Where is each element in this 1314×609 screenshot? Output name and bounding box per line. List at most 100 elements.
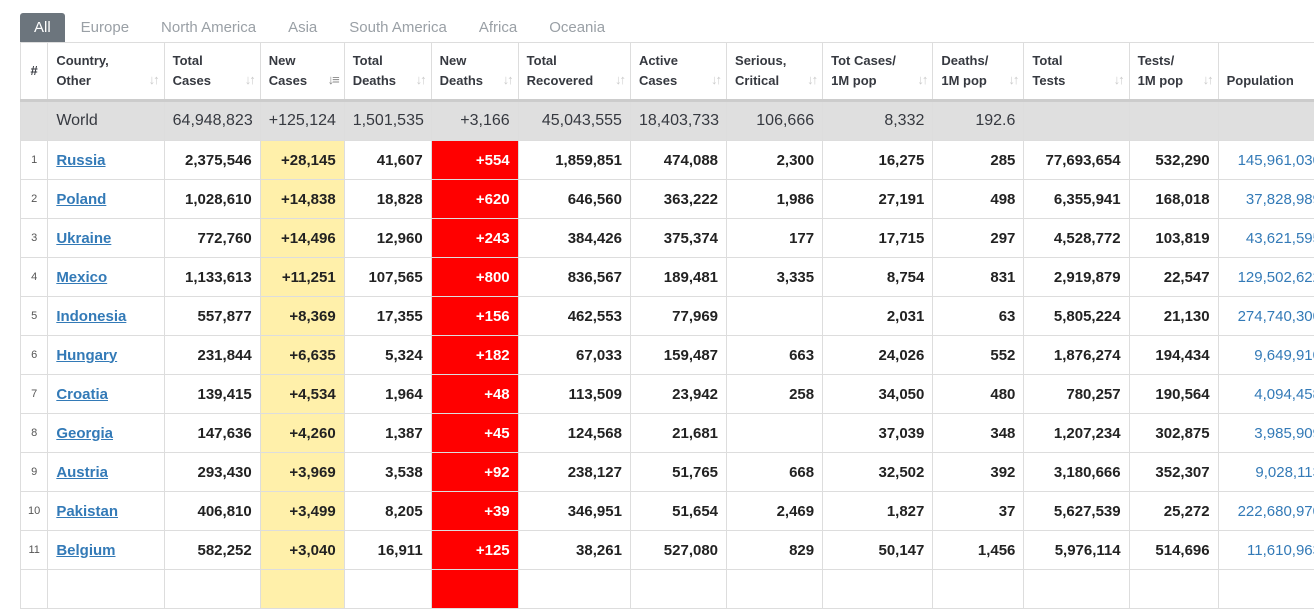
cell-active-cases: 159,487 bbox=[630, 336, 726, 375]
cell-serious-critical: 1,986 bbox=[727, 180, 823, 219]
tab-oceania[interactable]: Oceania bbox=[533, 13, 621, 42]
sort-icon[interactable]: ↓↑ bbox=[149, 70, 158, 90]
cell-population: 129,502,622 bbox=[1218, 258, 1314, 297]
cell-serious-critical: 668 bbox=[727, 453, 823, 492]
country-link[interactable]: Croatia bbox=[56, 386, 108, 403]
column-header-serious-critical[interactable]: Serious,Critical↓↑ bbox=[727, 43, 823, 101]
sort-icon[interactable]: ↓↑ bbox=[917, 70, 926, 90]
cell-rank: 9 bbox=[21, 453, 48, 492]
cell-rank: 8 bbox=[21, 414, 48, 453]
header-line1: New bbox=[269, 53, 296, 68]
header-line1: Country, bbox=[56, 53, 108, 68]
country-link[interactable]: Indonesia bbox=[56, 308, 126, 325]
country-link[interactable]: Russia bbox=[56, 152, 105, 169]
sort-icon[interactable]: ↓↑ bbox=[503, 70, 512, 90]
tab-asia[interactable]: Asia bbox=[272, 13, 333, 42]
cell-total-tests: 5,627,539 bbox=[1024, 492, 1129, 531]
cell-country: Croatia bbox=[48, 375, 164, 414]
sort-icon[interactable]: ↓↑ bbox=[615, 70, 624, 90]
cell-total-tests: 6,355,941 bbox=[1024, 180, 1129, 219]
cell-country: Indonesia bbox=[48, 297, 164, 336]
header-line1: Total bbox=[173, 53, 203, 68]
header-line2: 1M pop bbox=[831, 73, 877, 88]
header-line2: Deaths bbox=[440, 73, 483, 88]
cell-total-cases: 582,252 bbox=[164, 531, 260, 570]
cell-active-cases: 51,765 bbox=[630, 453, 726, 492]
country-link[interactable]: Belgium bbox=[56, 542, 115, 559]
cell-country: Hungary bbox=[48, 336, 164, 375]
cell-deaths-per-1m: 37 bbox=[933, 492, 1024, 531]
country-link[interactable]: Austria bbox=[56, 464, 108, 481]
cell-cases-per-1m: 24,026 bbox=[823, 336, 933, 375]
sort-icon[interactable]: ↓↑ bbox=[1114, 70, 1123, 90]
cell-total-cases: 557,877 bbox=[164, 297, 260, 336]
header-line1: Active bbox=[639, 53, 678, 68]
cell-new-cases: +3,499 bbox=[260, 492, 344, 531]
cell-new-deaths: +125 bbox=[431, 531, 518, 570]
country-link[interactable]: Hungary bbox=[56, 347, 117, 364]
cell-population: 11,610,963 bbox=[1218, 531, 1314, 570]
header-line2: Population bbox=[1227, 73, 1294, 88]
cell-rank: 5 bbox=[21, 297, 48, 336]
cell-empty bbox=[823, 570, 933, 609]
tab-north-america[interactable]: North America bbox=[145, 13, 272, 42]
cell-empty bbox=[260, 570, 344, 609]
tab-africa[interactable]: Africa bbox=[463, 13, 533, 42]
cell-total-tests bbox=[1024, 101, 1129, 141]
column-header-deaths-per-1m[interactable]: Deaths/1M pop ↓↑ bbox=[933, 43, 1024, 101]
country-link[interactable]: Ukraine bbox=[56, 230, 111, 247]
header-line1: Deaths/ bbox=[941, 53, 988, 68]
cell-total-recovered: 836,567 bbox=[518, 258, 630, 297]
cell-total-cases: 64,948,823 bbox=[164, 101, 260, 141]
cell-total-tests: 1,876,274 bbox=[1024, 336, 1129, 375]
cell-total-tests: 780,257 bbox=[1024, 375, 1129, 414]
column-header-country[interactable]: Country,Other↓↑ bbox=[48, 43, 164, 101]
country-link[interactable]: Poland bbox=[56, 191, 106, 208]
cell-new-cases: +14,838 bbox=[260, 180, 344, 219]
header-line2: Recovered bbox=[527, 73, 593, 88]
column-header-tests-per-1m[interactable]: Tests/1M pop↓↑ bbox=[1129, 43, 1218, 101]
tab-all[interactable]: All bbox=[20, 13, 65, 42]
sort-icon[interactable]: ↓↑ bbox=[1203, 70, 1212, 90]
sort-icon[interactable]: ↓↑ bbox=[245, 70, 254, 90]
header-line1: Total bbox=[1032, 53, 1062, 68]
country-link[interactable]: Georgia bbox=[56, 425, 113, 442]
cell-population: 145,961,030 bbox=[1218, 141, 1314, 180]
cell-country: Georgia bbox=[48, 414, 164, 453]
sort-icon[interactable]: ↓↑ bbox=[416, 70, 425, 90]
column-header-cases-per-1m[interactable]: Tot Cases/1M pop↓↑ bbox=[823, 43, 933, 101]
header-line2: 1M pop bbox=[941, 73, 987, 88]
cell-tests-per-1m: 25,272 bbox=[1129, 492, 1218, 531]
sort-icon[interactable]: ↓↑ bbox=[807, 70, 816, 90]
country-link[interactable]: Pakistan bbox=[56, 503, 118, 520]
cell-total-cases: 772,760 bbox=[164, 219, 260, 258]
cell-total-recovered: 462,553 bbox=[518, 297, 630, 336]
cell-tests-per-1m: 532,290 bbox=[1129, 141, 1218, 180]
tab-europe[interactable]: Europe bbox=[65, 13, 145, 42]
tab-south-america[interactable]: South America bbox=[333, 13, 463, 42]
cell-deaths-per-1m: 297 bbox=[933, 219, 1024, 258]
sort-icon[interactable]: ↓↑ bbox=[1008, 70, 1017, 90]
country-link[interactable]: Mexico bbox=[56, 269, 107, 286]
cell-deaths-per-1m: 498 bbox=[933, 180, 1024, 219]
column-header-population[interactable]: Population↓↑ bbox=[1218, 43, 1314, 101]
cell-serious-critical: 2,300 bbox=[727, 141, 823, 180]
cell-total-recovered: 45,043,555 bbox=[518, 101, 630, 141]
cell-tests-per-1m: 514,696 bbox=[1129, 531, 1218, 570]
cell-cases-per-1m: 17,715 bbox=[823, 219, 933, 258]
sort-icon[interactable]: ↓≡ bbox=[328, 70, 338, 90]
header-line1: Serious, bbox=[735, 53, 786, 68]
cell-new-deaths: +39 bbox=[431, 492, 518, 531]
sort-icon[interactable]: ↓↑ bbox=[711, 70, 720, 90]
